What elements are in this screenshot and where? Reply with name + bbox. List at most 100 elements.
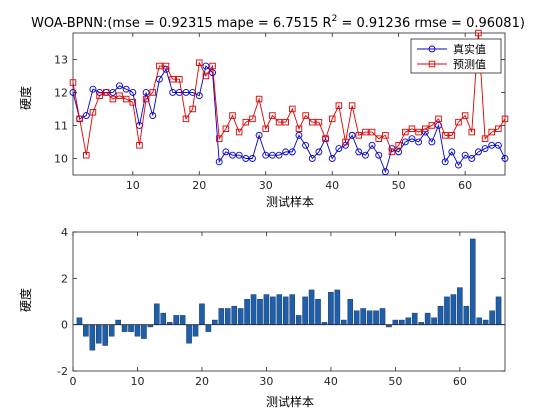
error-bar — [134, 324, 141, 337]
error-bar — [282, 296, 289, 325]
error-bar — [173, 315, 179, 325]
error-bar — [102, 324, 109, 346]
series-1-point — [501, 155, 509, 162]
error-bar — [328, 292, 334, 325]
error-bar — [83, 324, 89, 337]
x-tick-label: 10 — [126, 179, 140, 192]
error-bar — [392, 319, 399, 325]
series-1-point — [315, 148, 323, 156]
series-2-point — [69, 79, 77, 86]
error-bar — [379, 308, 386, 325]
series-2-point — [76, 115, 83, 123]
x-tick-label: 10 — [130, 375, 144, 388]
x-tick-label: 50 — [392, 179, 406, 192]
series-2-point — [182, 115, 190, 123]
series-1-point — [142, 88, 150, 96]
error-bar — [108, 324, 115, 337]
y-tick-label: -2 — [57, 365, 68, 378]
series-2-point — [382, 132, 389, 139]
error-bar — [154, 303, 160, 325]
series-2-point — [196, 59, 203, 66]
series-2-point — [302, 112, 309, 119]
error-bar — [463, 305, 470, 325]
error-bar — [244, 298, 250, 325]
x-tick-label: 0 — [70, 375, 77, 388]
plot-frame — [72, 231, 506, 372]
series-1-point — [355, 148, 363, 156]
series-1-point — [342, 141, 349, 149]
series-1-point — [195, 92, 203, 100]
error-bar — [334, 289, 341, 325]
series-2-point — [342, 138, 349, 146]
x-tick-label: 60 — [453, 375, 467, 388]
series-1-point — [401, 138, 409, 146]
series-2-point — [501, 115, 509, 123]
error-bar — [295, 315, 302, 325]
error-bar — [96, 324, 102, 344]
series-2-point — [315, 118, 323, 126]
series-2-point — [189, 105, 196, 113]
series-2-point — [122, 95, 130, 103]
x-tick-label: 30 — [259, 375, 273, 388]
series-2-point — [415, 128, 422, 136]
series-2-point — [289, 105, 296, 113]
series-2-point — [309, 118, 316, 126]
series-1-point — [455, 161, 462, 169]
top-chart: WOA-BPNN:(mse = 0.92315 mape = 6.7515 R2… — [18, 14, 525, 209]
error-bar — [373, 310, 379, 325]
series-1-point — [182, 88, 190, 96]
error-bar — [482, 319, 489, 325]
y-tick-label: 2 — [61, 272, 68, 285]
series-2-point — [355, 132, 363, 139]
x-tick-label: 40 — [325, 179, 339, 192]
series-1-point — [428, 138, 436, 146]
y-tick-label: 10 — [54, 152, 68, 165]
y-tick-label: 0 — [61, 319, 68, 332]
series-2-point — [255, 95, 263, 103]
series-2-point — [282, 118, 289, 126]
series-1-point — [175, 88, 183, 96]
series-1-point — [82, 112, 90, 120]
series-1-point — [202, 62, 210, 70]
series-2-point — [488, 128, 495, 136]
error-bar — [444, 296, 450, 325]
error-bar — [141, 324, 147, 339]
error-bar — [353, 310, 360, 325]
error-bar — [179, 315, 186, 325]
series-1-point — [328, 155, 336, 162]
series-2-point — [136, 142, 143, 149]
series-1-point — [395, 148, 403, 156]
error-bar — [205, 324, 212, 332]
series-1-point — [335, 145, 343, 153]
series-2-point — [428, 122, 436, 129]
error-bar — [469, 238, 476, 325]
series-1-point — [474, 148, 482, 156]
series-2-point — [235, 128, 243, 136]
series-2-point — [388, 148, 396, 156]
series-2-point — [421, 125, 429, 133]
series-2-point — [149, 89, 157, 96]
error-bar — [399, 319, 405, 325]
series-1-point — [288, 148, 296, 156]
legend-marker-1 — [428, 45, 436, 53]
error-bar — [457, 287, 463, 325]
x-tick-label: 20 — [192, 179, 206, 192]
series-2-point — [242, 118, 250, 126]
series-2-point — [362, 128, 369, 136]
error-bar — [128, 324, 134, 332]
error-bar — [199, 303, 205, 325]
error-bar — [263, 294, 270, 325]
error-bar — [224, 308, 231, 325]
series-2-point — [215, 135, 223, 142]
series-2-point — [202, 72, 210, 80]
series-2-point — [209, 62, 216, 70]
legend-marker-2 — [428, 60, 436, 68]
error-bar — [495, 296, 502, 325]
series-1-point — [481, 145, 489, 153]
error-bar — [437, 305, 444, 325]
series-2-point — [475, 29, 482, 37]
series-1-point — [116, 82, 123, 90]
y-tick-label: 12 — [54, 86, 68, 99]
